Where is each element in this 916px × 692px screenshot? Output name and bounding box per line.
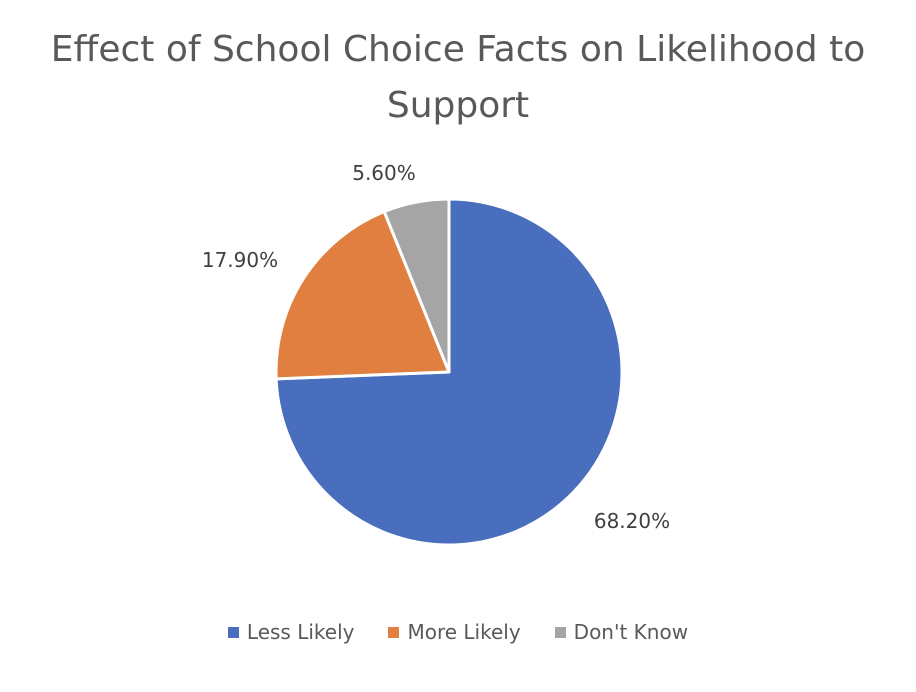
legend-label-don-t-know: Don't Know bbox=[573, 620, 689, 644]
chart-title-line-1: Effect of School Choice Facts on Likelih… bbox=[50, 29, 866, 70]
legend-swatch-more-likely bbox=[388, 626, 400, 638]
pie-slice-more-likely bbox=[274, 210, 451, 381]
legend-label-more-likely: More Likely bbox=[407, 620, 521, 644]
chart-title-line-2: Support bbox=[386, 85, 530, 126]
chart-legend: Less Likely More Likely Don't Know bbox=[0, 620, 916, 644]
data-label-more-likely: 17.90% bbox=[202, 248, 278, 272]
legend-swatch-don-t-know bbox=[554, 626, 566, 638]
data-label-don-t-know: 5.60% bbox=[352, 161, 416, 185]
legend-swatch-less-likely bbox=[227, 626, 239, 638]
data-label-less-likely: 68.20% bbox=[594, 509, 670, 533]
legend-item-more-likely: More Likely bbox=[388, 620, 521, 644]
legend-label-less-likely: Less Likely bbox=[246, 620, 355, 644]
chart-title: Effect of School Choice Facts on Likelih… bbox=[0, 22, 916, 134]
legend-item-less-likely: Less Likely bbox=[227, 620, 355, 644]
legend-item-don-t-know: Don't Know bbox=[554, 620, 689, 644]
pie-slice-don-t-know bbox=[382, 197, 451, 374]
